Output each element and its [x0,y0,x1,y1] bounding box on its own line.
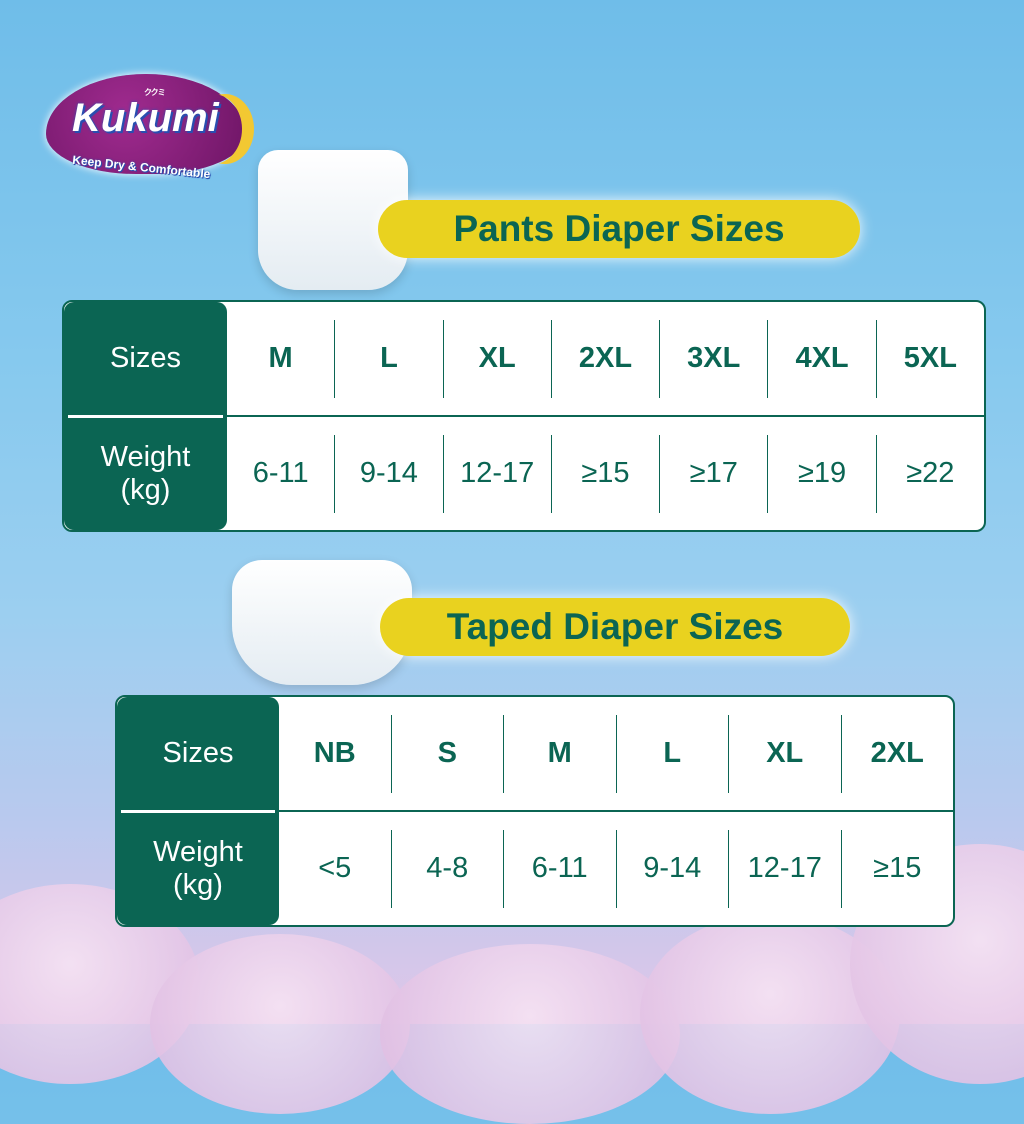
size-cell: 5XL [875,319,984,398]
weight-cell: 6-11 [503,829,616,908]
weight-cell: 9-14 [334,434,442,513]
weight-cell: ≥15 [840,829,954,908]
row-header-weight: Weight (kg) [68,414,223,531]
taped-size-table: Sizes Weight (kg) NB S M L XL 2XL <5 4-8… [115,695,955,927]
size-cell: S [390,714,504,793]
weight-cell: 9-14 [615,829,729,908]
weight-cell: <5 [318,852,352,884]
row-header-sizes: Sizes [110,341,181,374]
size-cell: 2XL [840,714,954,793]
weight-cell: ≥19 [767,434,875,513]
pants-size-table: Sizes Weight (kg) M L XL 2XL 3XL 4XL 5XL… [62,300,986,532]
size-cell: XL [728,714,841,793]
size-cell: L [334,319,442,398]
sizes-row: M L XL 2XL 3XL 4XL 5XL [227,302,984,415]
weight-cell: 12-17 [728,829,841,908]
size-cell: NB [313,737,356,769]
weight-cell: ≥22 [875,434,984,513]
logo-wordmark: Kukumi [72,96,219,140]
taped-title: Taped Diaper Sizes [380,598,850,656]
weight-cell: ≥17 [659,434,767,513]
weights-row: 6-11 9-14 12-17 ≥15 ≥17 ≥19 ≥22 [227,415,984,530]
kukumi-logo: ククミ Kukumi Keep Dry & Comfortable [46,74,256,184]
size-cell: 4XL [767,319,875,398]
weight-cell: 4-8 [390,829,504,908]
sizes-row: NB S M L XL 2XL [279,697,953,810]
size-cell: XL [442,319,551,398]
weight-cell: ≥15 [550,434,659,513]
size-cell: M [503,714,616,793]
weight-cell: 12-17 [442,434,551,513]
row-header-weight: Weight (kg) [121,809,275,926]
weights-row: <5 4-8 6-11 9-14 12-17 ≥15 [279,810,953,925]
logo-kana: ククミ [144,88,166,97]
size-cell: 3XL [659,319,767,398]
size-cell: 2XL [550,319,659,398]
row-header-sizes: Sizes [162,736,234,769]
pants-title: Pants Diaper Sizes [378,200,860,258]
weight-cell: 6-11 [252,457,309,489]
size-cell: M [268,342,293,374]
size-cell: L [615,714,729,793]
